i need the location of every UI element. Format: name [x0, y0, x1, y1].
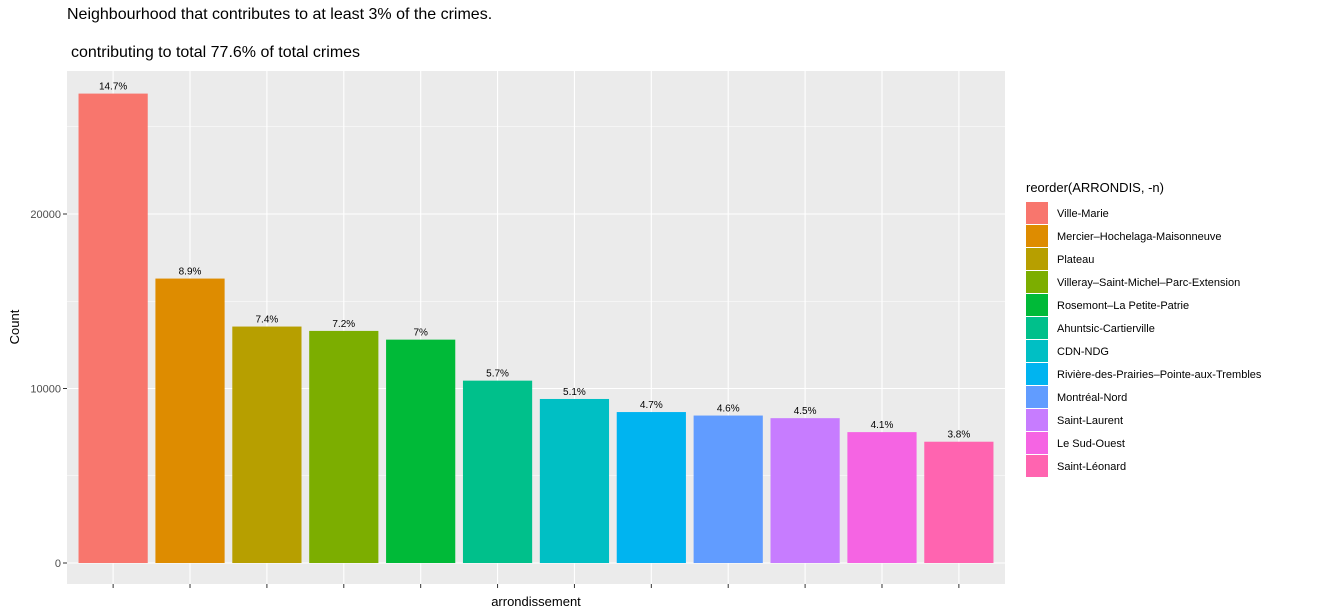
y-axis-title: Count	[7, 309, 22, 344]
legend-key	[1026, 225, 1048, 247]
bar-value-label: 4.1%	[871, 420, 894, 431]
legend-key	[1026, 248, 1048, 270]
legend-key	[1026, 317, 1048, 339]
bar-value-label: 8.9%	[179, 267, 202, 278]
legend: reorder(ARRONDIS, -n) Ville-Marie Mercier…	[1026, 180, 1262, 477]
x-axis	[112, 584, 960, 588]
bar	[770, 418, 840, 563]
bar-value-label: 3.8%	[947, 430, 970, 441]
bar	[924, 441, 994, 563]
legend-label: Ville-Marie	[1057, 208, 1109, 220]
y-tick-label: 0	[55, 558, 61, 570]
legend-key	[1026, 340, 1048, 362]
legend-key	[1026, 294, 1048, 316]
legend-label: Villeray–Saint-Michel–Parc-Extension	[1057, 277, 1240, 289]
bar-value-label: 4.6%	[717, 404, 740, 415]
legend-label: CDN-NDG	[1057, 346, 1109, 358]
bar	[616, 412, 686, 563]
bar	[462, 380, 533, 563]
bar-value-label: 7.4%	[256, 315, 279, 326]
legend-key	[1026, 386, 1048, 408]
bar-value-label: 7%	[413, 328, 428, 339]
bar-value-label: 5.7%	[486, 369, 509, 380]
legend-label: Saint-Léonard	[1057, 461, 1126, 473]
bars	[78, 93, 994, 563]
legend-key	[1026, 409, 1048, 431]
legend-label: Rivière-des-Prairies–Pointe-aux-Trembles	[1057, 369, 1262, 381]
bar-value-label: 14.7%	[99, 82, 127, 93]
bar	[309, 330, 379, 563]
chart-subtitle: contributing to total 77.6% of total cri…	[71, 44, 361, 61]
bar	[693, 415, 763, 563]
legend-label: Montréal-Nord	[1057, 392, 1127, 404]
legend-label: Saint-Laurent	[1057, 415, 1123, 427]
bar	[155, 278, 225, 563]
legend-title: reorder(ARRONDIS, -n)	[1026, 180, 1164, 195]
y-axis: 0 10000 20000	[30, 209, 67, 570]
legend-label: Rosemont–La Petite-Patrie	[1057, 300, 1189, 312]
bar-value-label: 5.1%	[563, 387, 586, 398]
legend-key	[1026, 455, 1048, 477]
bar-labels: 14.7% 8.9% 7.4% 7.2% 7% 5.7% 5.1% 4.7% 4.6% 4.5% 4…	[99, 82, 970, 441]
bar	[78, 93, 148, 563]
y-tick-label: 20000	[30, 209, 61, 221]
legend-label: Le Sud-Ouest	[1057, 438, 1125, 450]
legend-label: Plateau	[1057, 254, 1094, 266]
legend-key	[1026, 271, 1048, 293]
legend-key	[1026, 363, 1048, 385]
legend-label: Ahuntsic-Cartierville	[1057, 323, 1155, 335]
bar	[847, 432, 917, 563]
legend-key	[1026, 202, 1048, 224]
bar	[386, 339, 456, 563]
y-tick-label: 10000	[30, 384, 61, 396]
x-axis-title: arrondissement	[491, 594, 581, 609]
legend-key	[1026, 432, 1048, 454]
bar-value-label: 4.5%	[794, 406, 817, 417]
legend-label: Mercier–Hochelaga-Maisonneuve	[1057, 231, 1221, 243]
bar-value-label: 7.2%	[332, 319, 355, 330]
chart-title: Neighbourhood that contributes to at lea…	[67, 6, 493, 23]
bar	[232, 326, 302, 563]
bar	[539, 398, 610, 563]
bar-value-label: 4.7%	[640, 400, 663, 411]
